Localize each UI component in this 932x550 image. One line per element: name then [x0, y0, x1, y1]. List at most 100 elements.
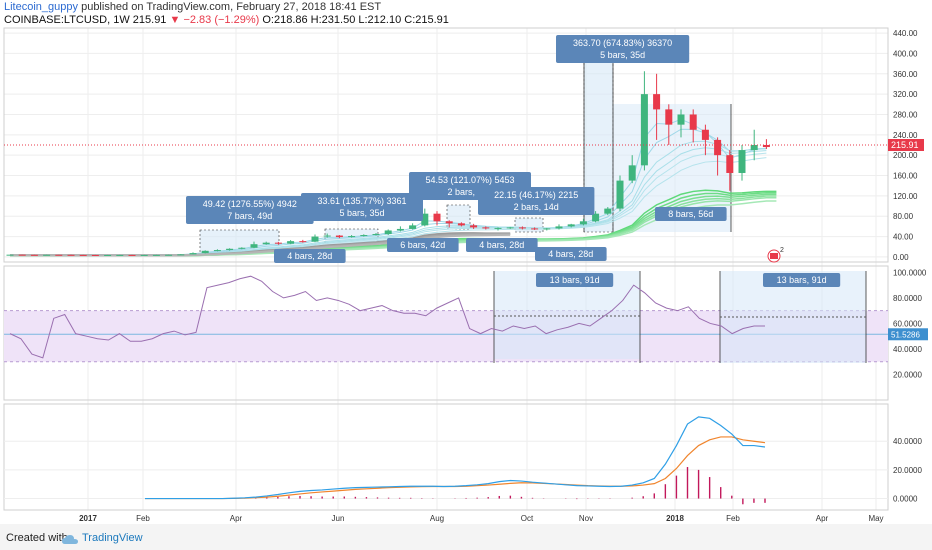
- candle-body: [543, 228, 551, 230]
- macd-tick-label: 0.0000: [893, 495, 918, 504]
- duration-label: 4 bars, 28d: [479, 240, 524, 250]
- price-change: −2.83 (−1.29%): [183, 14, 260, 26]
- measure-label-bars: 5 bars, 35d: [600, 50, 645, 60]
- duration-label: 6 bars, 42d: [400, 240, 445, 250]
- down-arrow-icon: ▼: [169, 14, 181, 26]
- candle-body: [665, 109, 673, 125]
- duration-label-box: [274, 249, 346, 263]
- rsi-duration-label: 13 bars, 91d: [550, 275, 600, 285]
- candle-body: [579, 221, 587, 225]
- measure-box: [514, 217, 544, 233]
- price-tick-label: 0.00: [893, 253, 909, 262]
- macd-panel-frame: [3, 403, 889, 511]
- candle-body: [262, 242, 270, 245]
- candle-body: [177, 254, 185, 256]
- candle-body: [116, 254, 124, 256]
- candle-body: [250, 244, 258, 248]
- time-tick-label: Apr: [816, 514, 829, 523]
- price-tick-label: 440.00: [893, 29, 918, 38]
- publish-header: Litecoin_guppy published on TradingView.…: [4, 1, 381, 13]
- candle-body: [677, 114, 685, 125]
- rsi-tick-label: 100.0000: [893, 268, 927, 277]
- price-axis: 440.00 400.00 360.00 320.00 280.00 240.00 200.…: [893, 29, 918, 262]
- tradingview-cloud-icon: [62, 532, 78, 550]
- candle-body: [140, 254, 148, 256]
- price-tick-label: 320.00: [893, 90, 918, 99]
- candle-body: [421, 213, 429, 226]
- time-axis: 2017 Feb Apr Jun Aug Oct Nov 2018 Feb Apr May: [79, 514, 883, 523]
- macd-signal-line: [145, 436, 766, 500]
- rsi-tick-label: 40.0000: [893, 345, 922, 354]
- tradingview-brand[interactable]: TradingView: [82, 532, 143, 544]
- time-tick-label: 2018: [666, 514, 684, 523]
- time-tick-label: 2017: [79, 514, 97, 523]
- rsi-indicator: 100.0000 80.0000 60.0000 40.0000 20.0000 51.5…: [4, 268, 928, 379]
- candle-body: [445, 221, 453, 224]
- candle-body: [750, 145, 758, 151]
- candle-body: [348, 236, 356, 238]
- rsi-last-badge: [888, 328, 928, 341]
- measure-label-value: 22.15 (46.17%) 2215: [494, 190, 578, 200]
- price-tick-label: 280.00: [893, 110, 918, 119]
- svg-text:2: 2: [780, 247, 784, 254]
- candle-body: [6, 254, 14, 256]
- candle-body: [628, 165, 636, 181]
- chart-canvas[interactable]: 440.00400.00360.00320.00280.00240.00200.…: [0, 0, 932, 524]
- candle-body: [287, 241, 295, 244]
- candle-body: [518, 227, 526, 229]
- candlesticks: [6, 71, 770, 256]
- candle-body: [79, 254, 87, 256]
- candle-body: [323, 235, 331, 237]
- candle-body: [689, 114, 697, 130]
- candle-body: [494, 227, 502, 229]
- candle-body: [384, 230, 392, 235]
- candle-body: [616, 180, 624, 209]
- duration-label: 4 bars, 28d: [287, 251, 332, 261]
- candle-body: [67, 254, 75, 256]
- candle-body: [567, 224, 575, 227]
- candle-body: [482, 227, 490, 229]
- rsi-tick-label: 80.0000: [893, 294, 922, 303]
- measure-label-box: [478, 187, 595, 215]
- candle-body: [18, 254, 26, 256]
- price-tick-label: 240.00: [893, 131, 918, 140]
- macd-line: [145, 416, 766, 500]
- candle-body: [128, 254, 136, 256]
- candle-body: [226, 248, 234, 251]
- measure-label-bars: 5 bars, 35d: [339, 208, 384, 218]
- rsi-duration-box: [763, 273, 841, 287]
- candle-body: [91, 254, 99, 256]
- current-price-badge: [888, 139, 924, 151]
- author-link[interactable]: Litecoin_guppy: [4, 1, 79, 13]
- rsi-last-text: 51.5286: [891, 330, 920, 339]
- rsi-tick-label: 60.0000: [893, 319, 922, 328]
- measure-label-box: [301, 193, 423, 221]
- current-price-text: 215.91: [891, 140, 919, 150]
- measure-label-value: 363.70 (674.83%) 36370: [573, 38, 672, 48]
- candle-body: [201, 250, 209, 254]
- candle-body: [43, 254, 51, 256]
- duration-label-box: [655, 207, 727, 221]
- time-tick-label: Nov: [579, 514, 593, 523]
- rsi-duration-box: [536, 273, 614, 287]
- time-tick-label: Jun: [332, 514, 345, 523]
- measure-label-value: 49.42 (1276.55%) 4942: [203, 199, 297, 209]
- candle-body: [592, 213, 600, 222]
- symbol-label: COINBASE:LTCUSD, 1W: [4, 14, 130, 26]
- measure-label-bars: 2 bars, 14d: [514, 202, 559, 212]
- symbol-header: COINBASE:LTCUSD, 1W 215.91 ▼ −2.83 (−1.2…: [4, 14, 449, 26]
- candle-body: [335, 235, 343, 238]
- candle-body: [701, 129, 709, 140]
- measure-label-box: [556, 35, 690, 63]
- candle-body: [30, 254, 38, 256]
- candle-body: [372, 234, 380, 236]
- candle-body: [165, 254, 173, 256]
- measure-labels: 49.42 (1276.55%) 4942 7 bars, 49d 33.61 (1…: [186, 35, 727, 263]
- time-tick-label: Apr: [230, 514, 243, 523]
- price-tick-label: 80.00: [893, 212, 914, 221]
- measure-label-value: 54.53 (121.07%) 5453: [425, 175, 514, 185]
- price-tick-label: 120.00: [893, 192, 918, 201]
- macd-tick-label: 40.0000: [893, 437, 922, 446]
- duration-label: 4 bars, 28d: [548, 249, 593, 259]
- grid-lines: [4, 28, 888, 510]
